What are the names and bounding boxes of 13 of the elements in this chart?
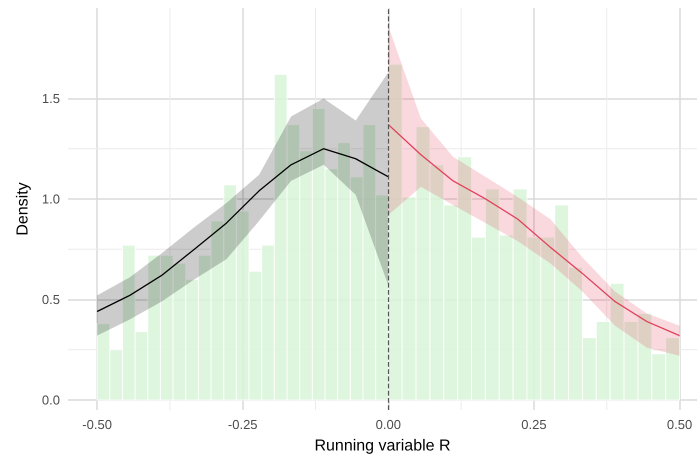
x-tick-label: 0.25	[521, 417, 547, 432]
line-series	[388, 124, 680, 336]
y-tick-label: 0.5	[42, 292, 60, 307]
y-tick-label: 1.0	[42, 191, 60, 206]
y-tick-label: 0.0	[42, 392, 60, 408]
x-tick-label: -0.25	[228, 417, 258, 432]
x-tick-label: 0.00	[376, 417, 401, 432]
y-axis-title: Density	[14, 182, 32, 236]
line-series	[96, 148, 389, 312]
x-axis-title: Running variable R	[314, 438, 451, 454]
y-tick-label: 1.5	[42, 90, 60, 106]
x-tick-label: -0.50	[82, 417, 112, 432]
x-tick-label: 0.50	[666, 417, 692, 432]
